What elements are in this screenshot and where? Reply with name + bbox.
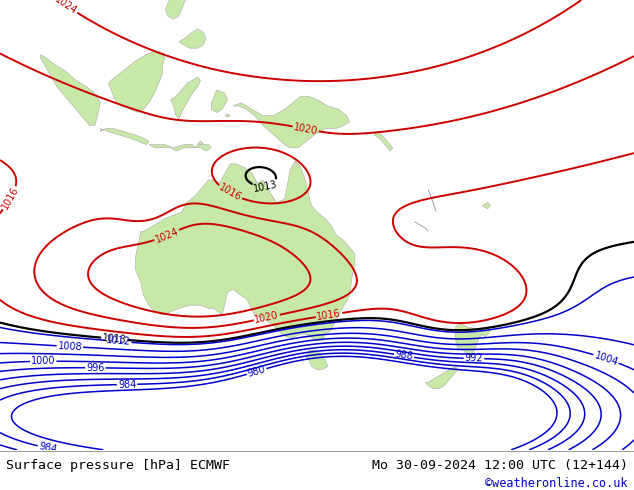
Polygon shape	[455, 324, 491, 357]
Text: 1016: 1016	[0, 185, 20, 212]
Polygon shape	[374, 132, 393, 151]
Polygon shape	[233, 97, 349, 148]
Text: 1016: 1016	[316, 308, 342, 322]
Text: 1024: 1024	[53, 0, 79, 16]
Text: ©weatheronline.co.uk: ©weatheronline.co.uk	[485, 477, 628, 490]
Polygon shape	[108, 51, 165, 113]
Text: Surface pressure [hPa] ECMWF: Surface pressure [hPa] ECMWF	[6, 459, 230, 471]
Text: 984: 984	[118, 379, 136, 390]
Polygon shape	[179, 29, 206, 48]
Polygon shape	[195, 145, 211, 151]
Text: 1024: 1024	[153, 226, 180, 245]
Polygon shape	[425, 367, 458, 389]
Text: 1008: 1008	[57, 341, 82, 352]
Polygon shape	[171, 77, 200, 119]
Polygon shape	[428, 190, 436, 212]
Polygon shape	[225, 114, 230, 117]
Polygon shape	[482, 202, 491, 209]
Text: 1013: 1013	[101, 333, 127, 345]
Polygon shape	[165, 0, 187, 19]
Polygon shape	[306, 350, 328, 369]
Polygon shape	[41, 54, 100, 125]
Text: 984: 984	[37, 441, 58, 455]
Text: 1013: 1013	[252, 179, 278, 194]
Text: Mo 30-09-2024 12:00 UTC (12+144): Mo 30-09-2024 12:00 UTC (12+144)	[372, 459, 628, 471]
Polygon shape	[100, 128, 149, 145]
Text: 992: 992	[465, 353, 483, 364]
Text: 1000: 1000	[31, 356, 56, 367]
Polygon shape	[149, 145, 195, 151]
Text: 1020: 1020	[292, 122, 319, 136]
Text: 988: 988	[394, 349, 414, 362]
Polygon shape	[136, 161, 355, 341]
Text: 980: 980	[247, 364, 267, 379]
Text: 1012: 1012	[105, 335, 131, 347]
Text: 996: 996	[86, 363, 105, 373]
Polygon shape	[198, 142, 204, 145]
Polygon shape	[415, 221, 428, 231]
Polygon shape	[211, 90, 228, 113]
Text: 1004: 1004	[593, 350, 619, 368]
Text: 1020: 1020	[254, 310, 280, 325]
Text: 1016: 1016	[217, 182, 243, 203]
